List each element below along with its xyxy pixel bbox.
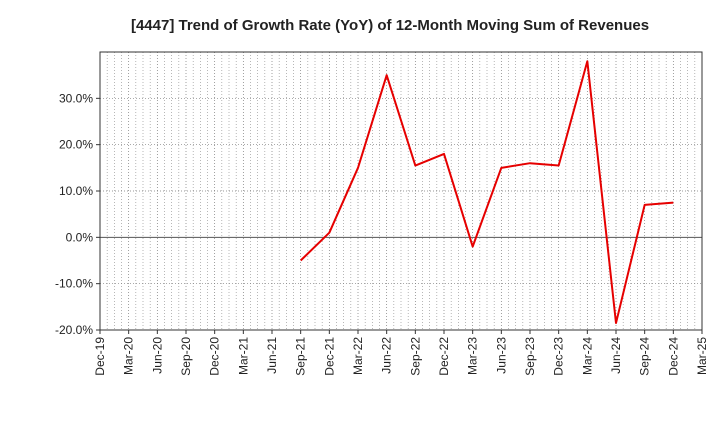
x-tick-label: Mar-24: [580, 337, 594, 375]
x-tick-label: Jun-23: [494, 337, 508, 374]
chart-title: [4447] Trend of Growth Rate (YoY) of 12-…: [131, 17, 649, 34]
y-tick-label: 10.0%: [59, 184, 93, 198]
x-tick-label: Mar-23: [466, 337, 480, 375]
series-line: [299, 60, 674, 325]
x-tick-label: Mar-21: [236, 337, 250, 375]
x-tick-label: Jun-20: [150, 337, 164, 374]
plot-frame: [99, 51, 703, 331]
x-axis-ticks: Dec-19 Mar-20 Jun-20 Sep-20 Dec-20 Mar-21 Jun-…: [93, 330, 709, 376]
x-tick-label: Mar-25: [695, 337, 709, 375]
x-tick-label: Mar-22: [351, 337, 365, 375]
x-tick-label: Dec-19: [93, 337, 107, 376]
y-tick-label: -20.0%: [55, 323, 93, 337]
x-tick-label: Dec-21: [322, 337, 336, 376]
x-tick-label: Jun-21: [265, 337, 279, 374]
x-tick-label: Sep-24: [638, 337, 652, 376]
y-tick-label: 20.0%: [59, 138, 93, 152]
x-tick-label: Jun-24: [609, 337, 623, 374]
x-tick-label: Jun-22: [380, 337, 394, 374]
y-tick-label: 30.0%: [59, 91, 93, 105]
x-tick-label: Dec-23: [552, 337, 566, 376]
x-tick-label: Sep-20: [179, 337, 193, 376]
x-tick-label: Sep-23: [523, 337, 537, 376]
y-tick-label: -10.0%: [55, 277, 93, 291]
y-axis-ticks: 30.0% 20.0% 10.0% 0.0% -10.0% -20.0%: [55, 91, 100, 337]
x-tick-label: Mar-20: [122, 337, 136, 375]
x-tick-label: Dec-22: [437, 337, 451, 376]
x-tick-label: Sep-21: [294, 337, 308, 376]
y-tick-label: 0.0%: [66, 230, 94, 244]
x-tick-label: Dec-20: [208, 337, 222, 376]
x-tick-label: Dec-24: [666, 337, 680, 376]
x-tick-label: Sep-22: [408, 337, 422, 376]
series-group: [299, 60, 674, 325]
